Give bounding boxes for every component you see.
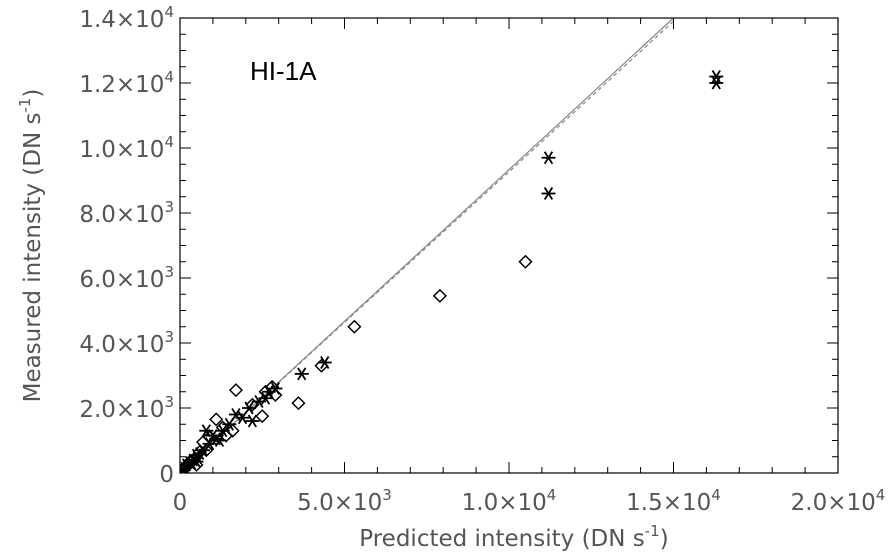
- y-tick-label: 1.0×104: [79, 133, 174, 163]
- asterisk-point: [199, 424, 214, 438]
- x-tick-label: 5.0×103: [297, 486, 392, 516]
- axes: 0 5.0×103 1.0×104 1.5×104 2.0×104 0 2.0×103 4.0…: [79, 3, 885, 516]
- y-tick-label: 1.2×104: [79, 68, 174, 98]
- plot-frame: [179, 17, 839, 474]
- asterisk-point: [228, 408, 243, 421]
- asterisk-point: [541, 187, 556, 200]
- diamond-point: [228, 383, 243, 398]
- diamond-point: [291, 396, 306, 411]
- diamond-point: [255, 409, 270, 424]
- diamond-point: [268, 387, 283, 403]
- y-axis-title: Measured intensity (DN s-1): [16, 89, 46, 403]
- diamond-point: [245, 397, 260, 412]
- asterisk-point: [245, 414, 260, 428]
- x-tick-label: 0: [173, 490, 188, 516]
- diamond-point: [225, 423, 240, 438]
- x-tick-label: 2.0×104: [791, 486, 886, 516]
- y-tick-label: 4.0×103: [79, 328, 174, 358]
- diamond-point: [218, 428, 234, 443]
- diamond-point: [180, 463, 191, 473]
- y-tick-label: 0: [159, 462, 174, 488]
- diamond-point: [182, 454, 197, 469]
- y-tick-label: 8.0×103: [79, 198, 174, 228]
- diamond-point: [258, 384, 273, 399]
- diamond-point: [199, 443, 214, 458]
- asterisk-point: [541, 151, 556, 165]
- x-tick-label: 1.0×104: [462, 486, 557, 516]
- dashed-fit-line: [179, 20, 674, 474]
- diamond-point: [432, 288, 447, 303]
- diamond-point: [314, 358, 329, 373]
- diamond-point: [189, 457, 204, 472]
- diamond-point: [202, 430, 217, 445]
- y-tick-label: 1.4×104: [79, 3, 174, 33]
- data-markers: [180, 70, 724, 473]
- panel-label: HI-1A: [250, 56, 317, 86]
- asterisk-point: [294, 367, 309, 381]
- asterisk-point: [709, 70, 724, 83]
- diamond-point: [209, 412, 224, 427]
- asterisk-point: [180, 464, 189, 473]
- y-tick-label: 6.0×103: [79, 263, 174, 293]
- x-tick-label: 1.5×104: [626, 486, 721, 516]
- y-tick-label: 2.0×103: [79, 393, 174, 423]
- diamond-point: [347, 319, 362, 334]
- asterisk-point: [709, 76, 724, 90]
- reference-lines: [179, 17, 674, 474]
- x-axis-title: Predicted intensity (DN s-1): [359, 522, 668, 552]
- diamond-point: [518, 254, 533, 269]
